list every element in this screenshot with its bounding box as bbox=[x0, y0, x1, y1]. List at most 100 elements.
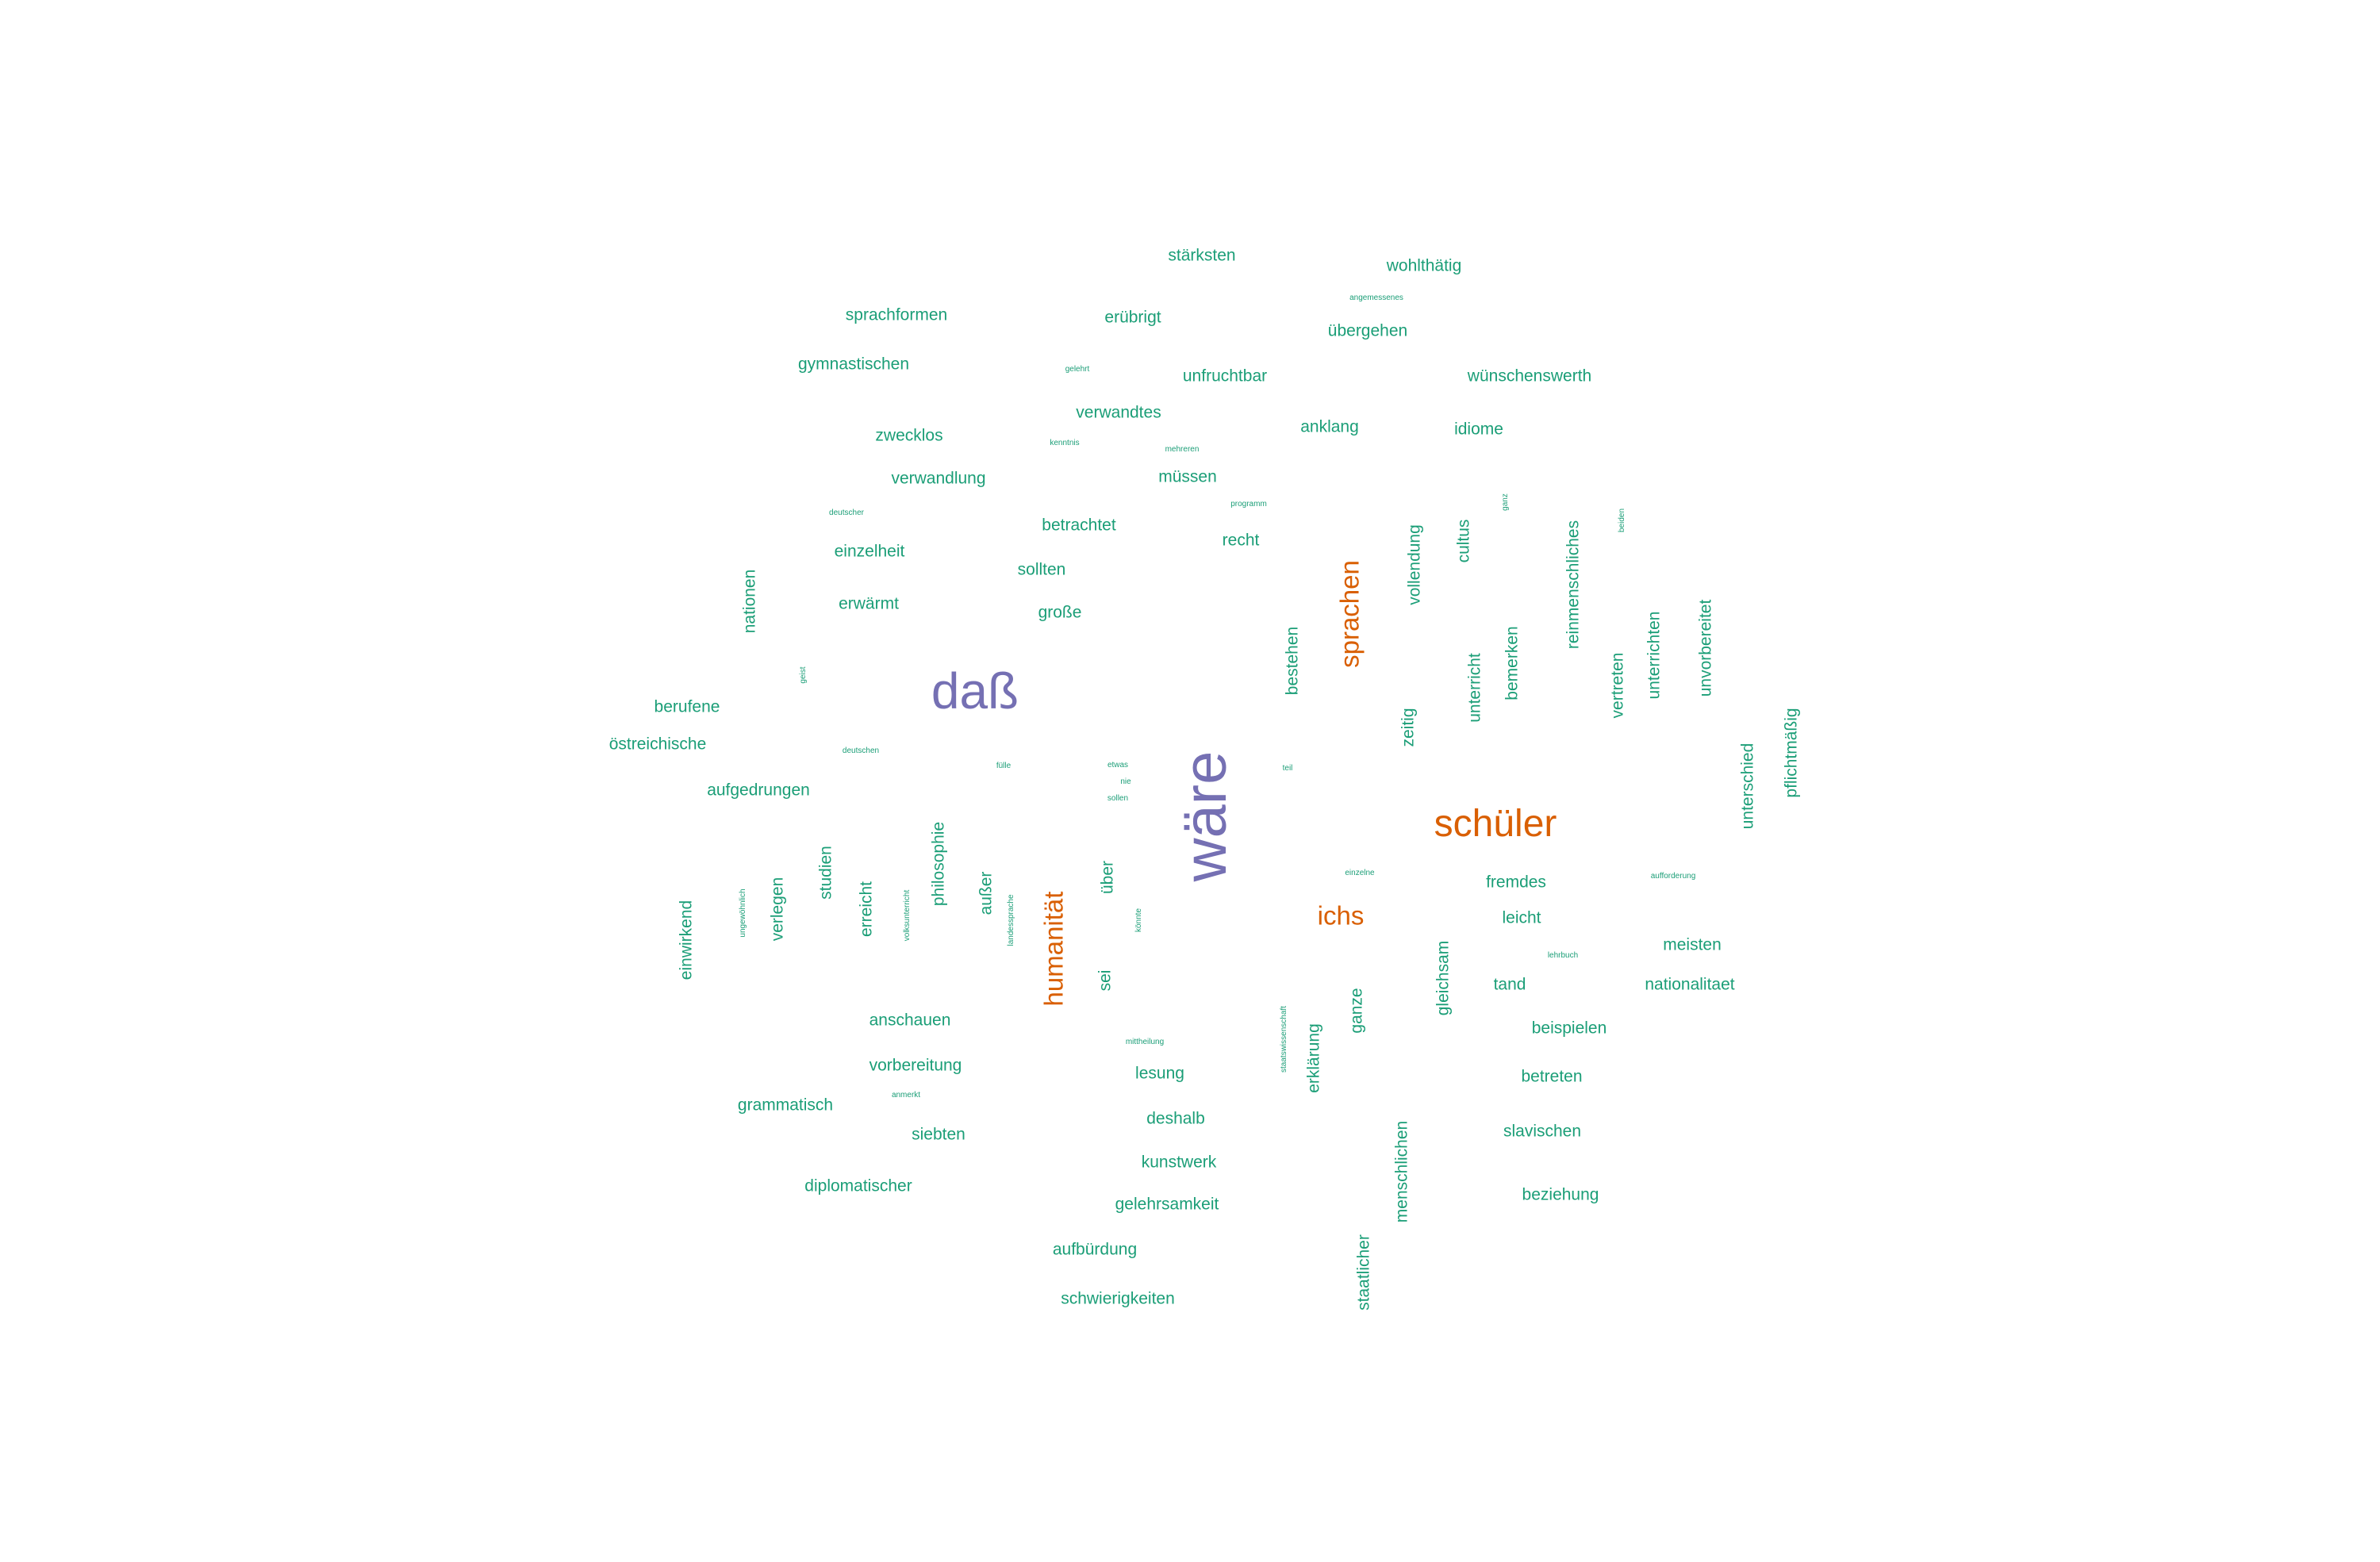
cloud-word: anmerkt bbox=[891, 1091, 921, 1100]
cloud-word: idiome bbox=[1454, 420, 1503, 439]
cloud-word: philosophie bbox=[929, 821, 948, 907]
cloud-word: beiden bbox=[1618, 508, 1626, 533]
cloud-word: deshalb bbox=[1146, 1109, 1205, 1128]
cloud-word: menschlichen bbox=[1392, 1120, 1411, 1223]
cloud-word: kunstwerk bbox=[1141, 1153, 1217, 1172]
cloud-word: landessprache bbox=[1007, 894, 1015, 946]
cloud-word: humanität bbox=[1038, 891, 1069, 1007]
cloud-word: einzelheit bbox=[834, 542, 905, 561]
cloud-word: mittheilung bbox=[1125, 1038, 1165, 1046]
cloud-word: anschauen bbox=[869, 1011, 951, 1030]
cloud-word: grammatisch bbox=[737, 1096, 834, 1115]
cloud-word: einzelne bbox=[1345, 869, 1375, 877]
cloud-word: mehreren bbox=[1165, 445, 1200, 454]
cloud-word: übergehen bbox=[1327, 321, 1408, 340]
cloud-word: aufbürdung bbox=[1052, 1240, 1138, 1259]
cloud-word: vorbereitung bbox=[869, 1056, 962, 1075]
cloud-word: lesung bbox=[1135, 1064, 1184, 1083]
cloud-word: sollen bbox=[1107, 794, 1129, 803]
cloud-word: meisten bbox=[1663, 935, 1722, 954]
cloud-word: unterrichten bbox=[1645, 611, 1664, 700]
cloud-word: einwirkend bbox=[677, 900, 696, 981]
cloud-word: cultus bbox=[1454, 519, 1473, 563]
cloud-word: unfruchtbar bbox=[1182, 367, 1268, 386]
cloud-word: müssen bbox=[1158, 467, 1217, 486]
cloud-word: nationalitaet bbox=[1645, 975, 1735, 994]
cloud-word: sei bbox=[1096, 969, 1115, 992]
cloud-word: könnte bbox=[1134, 908, 1143, 933]
cloud-word: wünschenswerth bbox=[1467, 367, 1592, 386]
cloud-word: aufforderung bbox=[1650, 872, 1696, 881]
cloud-word: anklang bbox=[1300, 417, 1359, 436]
cloud-word: siebten bbox=[912, 1125, 965, 1144]
cloud-word: sprachformen bbox=[845, 305, 948, 324]
cloud-word: zeitig bbox=[1399, 708, 1418, 747]
cloud-word: über bbox=[1098, 860, 1117, 895]
cloud-word: nie bbox=[1120, 777, 1131, 786]
cloud-word: beziehung bbox=[1522, 1185, 1599, 1204]
cloud-word: studien bbox=[816, 846, 835, 900]
cloud-word: große bbox=[1038, 603, 1082, 622]
cloud-word: östreichische bbox=[608, 735, 707, 754]
cloud-word: ichs bbox=[1317, 900, 1365, 931]
cloud-word: erklärung bbox=[1304, 1023, 1323, 1093]
cloud-word: fremdes bbox=[1486, 873, 1546, 892]
cloud-word: angemessenes bbox=[1349, 294, 1403, 302]
cloud-word: teil bbox=[1282, 764, 1293, 773]
cloud-word: gelehrsamkeit bbox=[1115, 1195, 1219, 1214]
cloud-word: deutscher bbox=[829, 509, 864, 517]
cloud-word: lehrbuch bbox=[1547, 951, 1579, 960]
cloud-word: tand bbox=[1493, 975, 1526, 994]
cloud-word: bemerken bbox=[1503, 626, 1522, 700]
cloud-word: vertreten bbox=[1608, 652, 1627, 719]
cloud-word: etwas bbox=[1107, 761, 1129, 769]
cloud-word: schüler bbox=[1434, 803, 1557, 845]
cloud-word: fülle bbox=[996, 762, 1012, 770]
cloud-word: slavischen bbox=[1503, 1122, 1582, 1141]
cloud-word: ganze bbox=[1347, 988, 1366, 1034]
cloud-word: vollendung bbox=[1405, 524, 1424, 605]
cloud-word: ungewöhnlich bbox=[739, 888, 747, 938]
cloud-word: programm bbox=[1230, 500, 1267, 509]
cloud-word: staatswissenschaft bbox=[1280, 1006, 1288, 1073]
cloud-word: verlegen bbox=[768, 877, 787, 942]
cloud-word: daß bbox=[931, 662, 1019, 720]
cloud-word: geist bbox=[799, 666, 808, 684]
cloud-word: recht bbox=[1222, 531, 1260, 550]
cloud-word: ganz bbox=[1501, 493, 1510, 511]
cloud-word: gymnastischen bbox=[797, 355, 910, 374]
cloud-word: stärksten bbox=[1168, 246, 1236, 265]
cloud-word: erreicht bbox=[857, 881, 876, 938]
cloud-word: zwecklos bbox=[875, 426, 943, 445]
cloud-word: kenntnis bbox=[1050, 439, 1080, 447]
cloud-word: wäre bbox=[1172, 750, 1239, 882]
cloud-word: betrachtet bbox=[1042, 516, 1116, 535]
cloud-word: sollten bbox=[1017, 560, 1066, 579]
cloud-word: unvorbereitet bbox=[1696, 599, 1715, 697]
cloud-word: gleichsam bbox=[1434, 940, 1453, 1016]
cloud-word: pflichtmäßig bbox=[1782, 708, 1801, 798]
cloud-word: aufgedrungen bbox=[707, 781, 810, 800]
cloud-word: gelehrt bbox=[1065, 365, 1090, 374]
cloud-word: schwierigkeiten bbox=[1061, 1289, 1175, 1308]
cloud-word: bestehen bbox=[1283, 626, 1302, 696]
cloud-word: außer bbox=[977, 871, 996, 915]
cloud-word: nationen bbox=[740, 569, 759, 634]
cloud-word: reinmenschliches bbox=[1564, 520, 1583, 650]
cloud-word: betreten bbox=[1521, 1067, 1583, 1086]
cloud-word: diplomatischer bbox=[804, 1176, 912, 1195]
cloud-word: staatlicher bbox=[1354, 1234, 1373, 1311]
cloud-word: erwärmt bbox=[839, 594, 899, 613]
cloud-word: sprachen bbox=[1334, 560, 1365, 668]
cloud-word: unterschied bbox=[1738, 743, 1757, 830]
cloud-word: unterricht bbox=[1465, 653, 1484, 723]
cloud-word: verwandtes bbox=[1076, 403, 1161, 422]
cloud-word: deutschen bbox=[842, 746, 880, 755]
cloud-word: berufene bbox=[654, 697, 720, 716]
cloud-word: wohlthätig bbox=[1386, 256, 1462, 275]
cloud-word: beispielen bbox=[1531, 1019, 1607, 1038]
cloud-word: leicht bbox=[1502, 908, 1541, 927]
cloud-word: verwandlung bbox=[891, 469, 986, 488]
cloud-word: volksunterricht bbox=[903, 889, 912, 942]
